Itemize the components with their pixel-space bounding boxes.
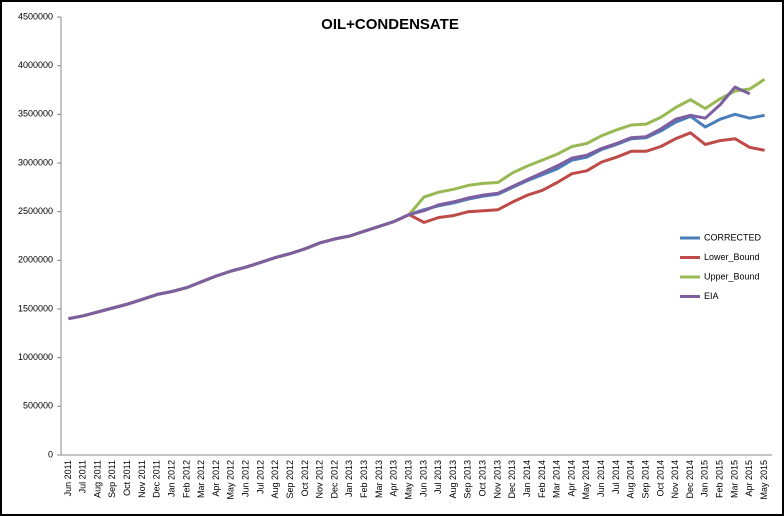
- x-tick-label: Apr 2014: [566, 460, 576, 497]
- y-tick-label: 1500000: [18, 303, 53, 313]
- x-tick-label: Nov 2014: [670, 460, 680, 499]
- x-tick-label: Mar 2013: [374, 460, 384, 498]
- x-tick-label: Oct 2012: [300, 460, 310, 497]
- x-tick-label: Jun 2014: [596, 460, 606, 497]
- x-tick-label: Feb 2015: [715, 460, 725, 498]
- x-tick-label: Nov 2011: [137, 460, 147, 498]
- x-tick-label: Jul 2011: [78, 460, 88, 493]
- y-tick-label: 3500000: [18, 109, 53, 119]
- x-tick-label: Dec 2013: [507, 460, 517, 499]
- x-tick-label: Jul 2014: [611, 460, 621, 494]
- x-tick-label: Aug 2014: [626, 460, 636, 499]
- x-tick-label: Sep 2013: [463, 460, 473, 499]
- y-tick-label: 500000: [23, 401, 53, 411]
- y-tick-label: 2500000: [18, 206, 53, 216]
- x-tick-label: Apr 2015: [744, 460, 754, 497]
- x-tick-label: Apr 2012: [211, 460, 221, 497]
- x-tick-label: Feb 2013: [359, 460, 369, 498]
- x-tick-label: Sep 2014: [640, 460, 650, 499]
- x-tick-label: Aug 2012: [270, 460, 280, 499]
- y-tick-label: 0: [48, 449, 53, 459]
- x-tick-label: Jul 2013: [433, 460, 443, 494]
- legend-label: Lower_Bound: [704, 252, 760, 262]
- x-tick-label: Apr 2013: [389, 460, 399, 497]
- x-tick-label: Jan 2014: [522, 460, 532, 497]
- x-tick-label: Jul 2012: [255, 460, 265, 494]
- y-tick-label: 3000000: [18, 157, 53, 167]
- legend-label: EIA: [704, 291, 719, 301]
- x-tick-label: May 2013: [403, 460, 413, 500]
- x-tick-label: Aug 2013: [448, 460, 458, 499]
- x-tick-label: Aug 2011: [92, 460, 102, 498]
- x-tick-label: Feb 2012: [181, 460, 191, 498]
- x-tick-label: Sep 2011: [107, 460, 117, 498]
- x-tick-label: Nov 2013: [492, 460, 502, 499]
- x-tick-label: Dec 2011: [152, 460, 162, 498]
- y-tick-label: 2000000: [18, 255, 53, 265]
- legend-label: CORRECTED: [704, 232, 762, 242]
- x-tick-label: May 2014: [581, 460, 591, 500]
- x-tick-label: Nov 2012: [315, 460, 325, 499]
- x-tick-label: Dec 2012: [329, 460, 339, 499]
- x-tick-label: Feb 2014: [537, 460, 547, 498]
- x-tick-label: Mar 2014: [552, 460, 562, 498]
- x-tick-label: Oct 2011: [122, 460, 132, 496]
- y-tick-label: 1000000: [18, 352, 53, 362]
- x-tick-label: May 2015: [759, 460, 769, 500]
- x-tick-label: Jan 2012: [166, 460, 176, 497]
- y-tick-label: 4000000: [18, 60, 53, 70]
- x-tick-label: Jun 2013: [418, 460, 428, 497]
- x-tick-label: Oct 2014: [655, 460, 665, 497]
- x-tick-label: Jun 2012: [241, 460, 251, 497]
- chart-title: OIL+CONDENSATE: [321, 16, 459, 33]
- x-tick-label: May 2012: [226, 460, 236, 500]
- y-tick-label: 4500000: [18, 11, 53, 21]
- series-line: [68, 85, 751, 321]
- x-tick-label: Mar 2015: [729, 460, 739, 498]
- x-tick-label: Mar 2012: [196, 460, 206, 498]
- x-tick-label: Dec 2014: [685, 460, 695, 499]
- x-tick-label: Jan 2015: [700, 460, 710, 497]
- x-tick-label: Oct 2013: [478, 460, 488, 497]
- x-tick-label: Jun 2011: [63, 460, 73, 496]
- legend-label: Upper_Bound: [704, 271, 760, 281]
- x-tick-label: Sep 2012: [285, 460, 295, 499]
- x-tick-label: Jan 2013: [344, 460, 354, 497]
